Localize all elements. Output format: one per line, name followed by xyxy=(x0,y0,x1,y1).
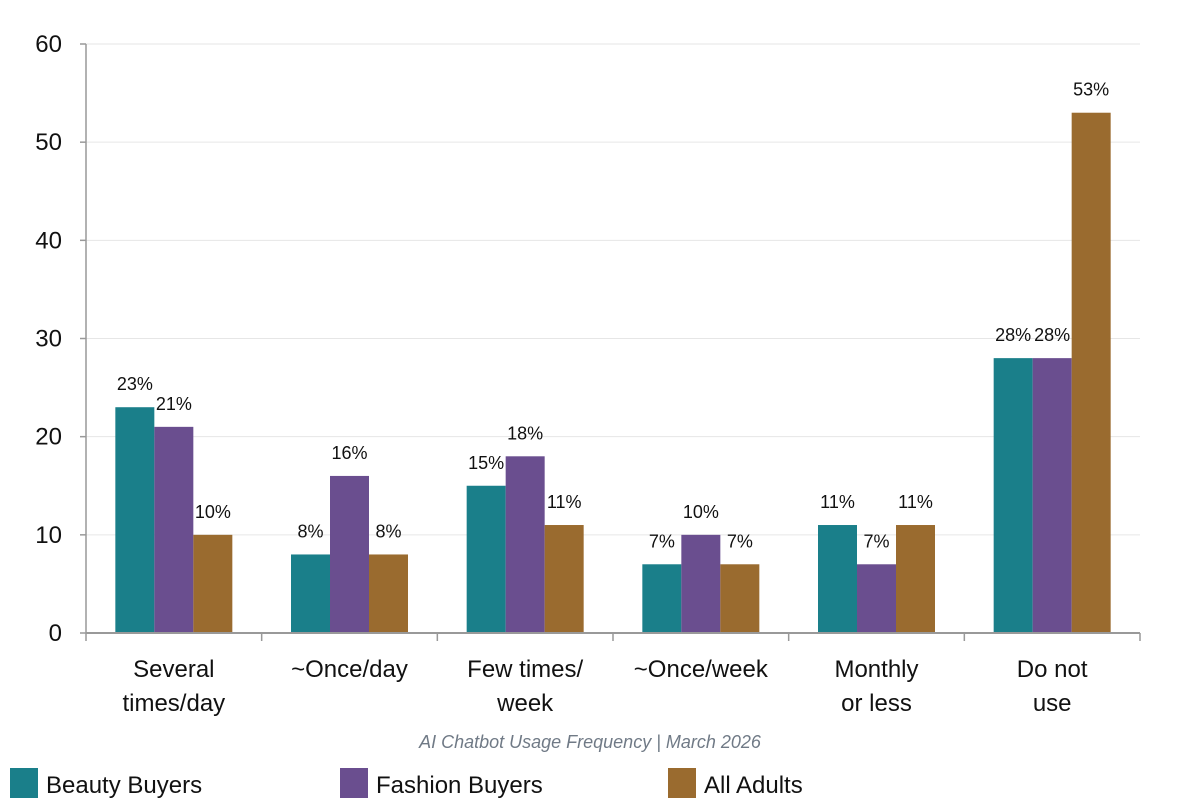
data-label: 10% xyxy=(195,502,231,522)
data-label: 15% xyxy=(468,453,504,473)
y-tick-label: 40 xyxy=(35,227,62,254)
data-label: 7% xyxy=(727,531,753,551)
y-tick-label: 10 xyxy=(35,522,62,549)
bar xyxy=(544,525,584,633)
bar xyxy=(330,475,369,633)
y-tick-label: 50 xyxy=(35,129,62,156)
data-label: 7% xyxy=(649,531,675,551)
data-label: 16% xyxy=(331,443,367,463)
data-label: 28% xyxy=(1034,325,1070,345)
data-label: 11% xyxy=(820,492,855,512)
chart-caption: AI Chatbot Usage Frequency | March 2026 xyxy=(418,732,762,752)
data-label: 8% xyxy=(297,521,323,541)
x-category-label: Several times/day xyxy=(122,656,225,717)
x-category-label: ~Once/week xyxy=(634,656,769,683)
x-category-label: Do not use xyxy=(1017,656,1088,717)
bar xyxy=(369,554,408,633)
data-label: 21% xyxy=(156,394,192,414)
data-label: 11% xyxy=(547,492,582,512)
bar xyxy=(115,407,155,633)
bar xyxy=(642,564,682,633)
data-labels: 23% 8% 15% 7% 11% 28% 21% 16% 18% 10% 7% 28% 10% 8% 11… xyxy=(117,80,1109,552)
legend-swatch xyxy=(668,768,696,798)
bar xyxy=(505,456,545,633)
gridlines xyxy=(86,43,1140,536)
bars xyxy=(115,112,1111,633)
x-category-label: Few times/week xyxy=(467,656,583,717)
bar xyxy=(154,426,194,633)
bar xyxy=(993,358,1033,633)
data-label: 11% xyxy=(898,492,933,512)
x-category-label: ~Once/day xyxy=(291,656,408,683)
bar xyxy=(857,564,896,633)
legend-label: Fashion Buyers xyxy=(376,772,543,799)
y-tick-label: 30 xyxy=(35,326,62,353)
legend-swatch xyxy=(10,768,38,798)
bar xyxy=(681,534,721,633)
legend-swatch xyxy=(340,768,368,798)
bar xyxy=(291,554,330,633)
legend: Beauty Buyers Fashion Buyers All Adults xyxy=(10,768,803,799)
x-category-label: Monthly or less xyxy=(834,656,918,717)
legend-label: Beauty Buyers xyxy=(46,772,202,799)
y-tick-label: 60 xyxy=(35,31,62,58)
bar xyxy=(720,564,760,633)
data-label: 10% xyxy=(683,502,719,522)
data-label: 23% xyxy=(117,374,153,394)
bar xyxy=(466,485,506,633)
axes: 0 10 20 30 40 50 60 Several times/day ~Once/day Fe… xyxy=(35,31,1141,717)
data-label: 8% xyxy=(375,521,401,541)
data-label: 53% xyxy=(1073,80,1109,100)
y-tick-label: 20 xyxy=(35,424,62,451)
bar xyxy=(896,525,935,633)
bar xyxy=(1071,112,1111,633)
bar xyxy=(818,525,857,633)
bar xyxy=(1032,358,1072,633)
data-label: 18% xyxy=(507,423,543,443)
data-label: 7% xyxy=(863,531,889,551)
y-tick-label: 0 xyxy=(49,620,62,647)
data-label: 28% xyxy=(995,325,1031,345)
bar xyxy=(193,534,233,633)
legend-label: All Adults xyxy=(704,772,803,799)
